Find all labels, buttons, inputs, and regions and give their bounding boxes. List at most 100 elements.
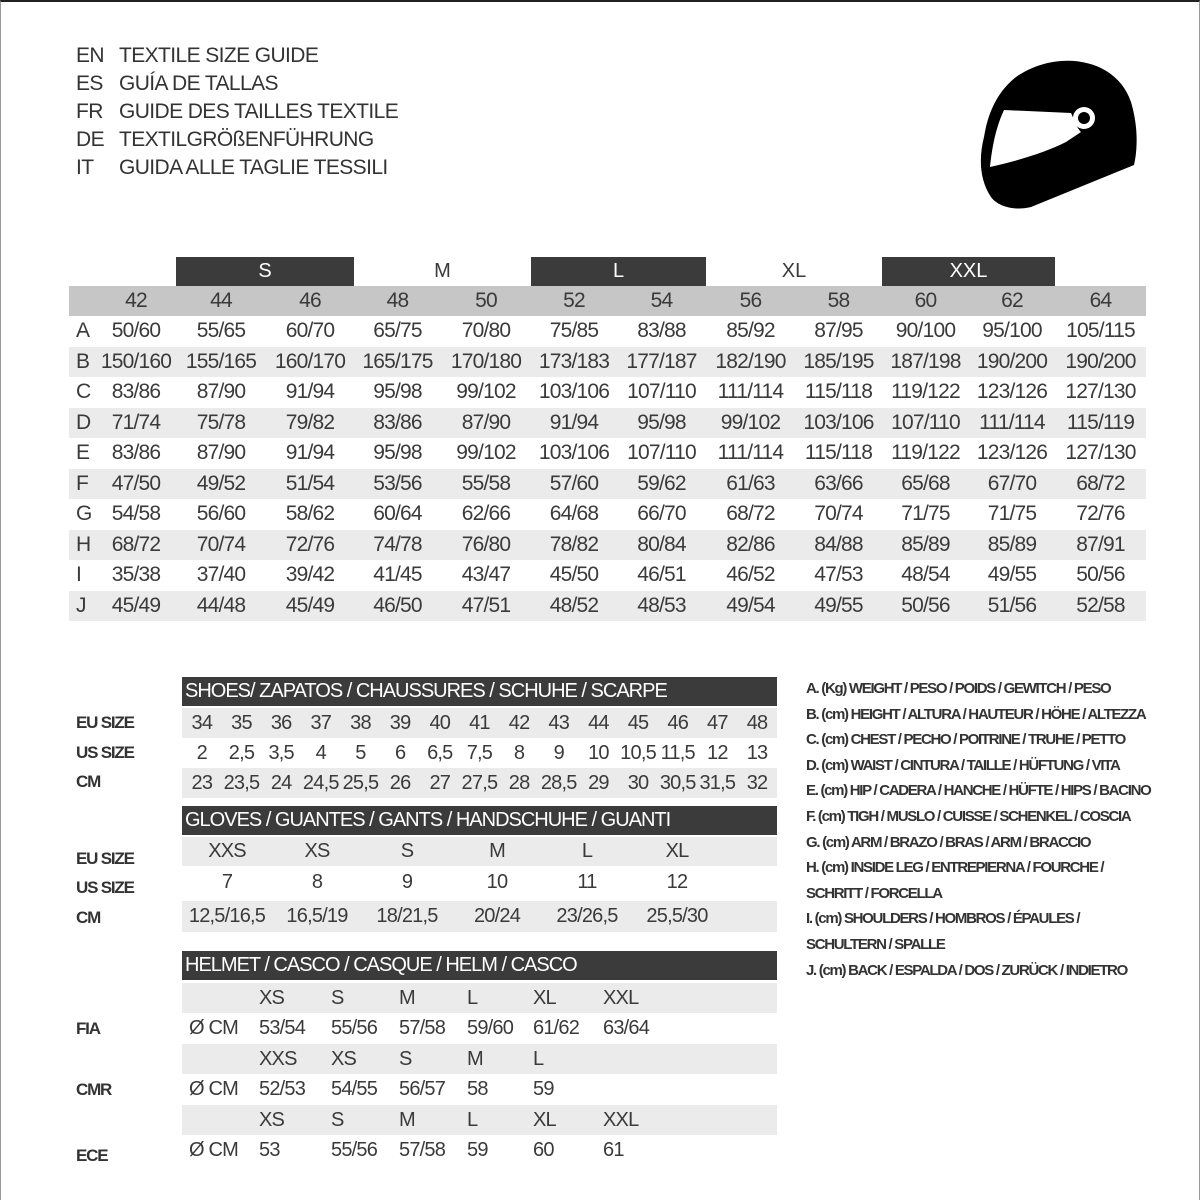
helmet-value: 59: [533, 1078, 554, 1100]
shoe-cm-value: 29: [588, 771, 609, 794]
glove-eu-value: XL: [665, 840, 690, 862]
table-row: B 150/160 155/165 160/170 165/175 170/180 173/…: [69, 346, 1146, 377]
helmet-size: M: [399, 986, 416, 1009]
helmet-cmr-sizes-row: XXS XS S M L: [182, 1044, 777, 1074]
glove-cm-value: 18/21,5: [376, 905, 438, 927]
cell-value: 170/180: [450, 349, 522, 373]
shoes-eu-label: EU SIZE: [76, 713, 135, 732]
cell-value: 182/190: [715, 349, 786, 373]
cell-value: 61/63: [726, 471, 775, 495]
cell-value: 35/38: [111, 563, 161, 587]
cell-value: 95/100: [982, 319, 1042, 343]
size-group-xl: XL: [781, 260, 807, 282]
cell-value: 50/56: [901, 593, 950, 617]
cell-value: 56/60: [196, 502, 246, 526]
shoe-cm-value: 23,5: [223, 771, 261, 794]
helmet-value: 58: [467, 1078, 488, 1100]
glove-eu-value: XS: [304, 840, 330, 862]
cell-value: 103/106: [538, 441, 610, 465]
cell-value: 53/56: [373, 471, 422, 495]
size-number: 56: [739, 289, 763, 312]
helmet-size: L: [533, 1047, 544, 1070]
helmet-size: XL: [533, 1108, 557, 1131]
cell-value: 91/94: [285, 441, 335, 465]
size-number: 44: [210, 289, 233, 312]
cell-value: 75/85: [549, 319, 599, 343]
cell-value: 87/91: [1076, 532, 1125, 556]
cell-value: 55/65: [196, 319, 246, 343]
shoes-eu-row: 34 35 36 37 38 39 40 41 42 43 44 45 46 47 48: [182, 708, 777, 738]
cell-value: 55/58: [461, 471, 511, 495]
helmet-value: 52/53: [259, 1078, 306, 1100]
shoe-cm-value: 30: [627, 771, 649, 794]
cell-value: 63/66: [814, 471, 863, 495]
spacer: [69, 286, 96, 316]
cell-value: 103/106: [538, 380, 610, 404]
cell-value: 54/58: [111, 502, 161, 526]
helmet-standard-label: FIA: [76, 1019, 101, 1038]
gloves-eu-row: XXS XS S M L XL: [182, 837, 777, 866]
cell-value: 85/92: [726, 319, 775, 343]
size-number: 42: [125, 289, 148, 312]
glove-us-value: 8: [311, 870, 323, 893]
legend-item: C. (cm) CHEST / PECHO / POITRINE / TRUHE…: [806, 731, 1126, 749]
cell-value: 48/52: [549, 593, 599, 617]
shoe-us-value: 10: [588, 741, 609, 764]
shoe-us-value: 6,5: [427, 741, 453, 764]
helmet-size: XXS: [259, 1047, 297, 1070]
helmet-icon: [980, 60, 1137, 209]
table-row: D 71/74 75/78 79/82 83/86 87/90 91/94 95/98 99/1…: [69, 407, 1146, 438]
cell-value: 41/45: [373, 563, 422, 587]
glove-us-value: 10: [486, 870, 508, 893]
helmet-value: 63/64: [603, 1017, 650, 1039]
cell-value: 46/51: [637, 563, 686, 587]
cell-value: 59/62: [637, 471, 686, 495]
helmet-value: 53: [259, 1139, 280, 1161]
cell-value: 190/200: [976, 349, 1048, 373]
cell-value: 87/95: [814, 319, 863, 343]
row-label: D: [76, 410, 91, 434]
cell-value: 71/74: [111, 410, 161, 434]
helmet-fia-values-row: Ø CM 53/54 55/56 57/58 59/60 61/62 63/64: [182, 1013, 777, 1044]
row-label: I: [76, 563, 82, 587]
shoes-cm-row: 23 23,5 24 24,5 25,5 26 27 27,5 28 28,5 29 30 30,5 31…: [182, 768, 777, 798]
cell-value: 190/200: [1065, 349, 1136, 373]
cell-value: 127/130: [1065, 380, 1136, 404]
cell-value: 48/53: [637, 593, 686, 617]
title-text: GUIDA ALLE TAGLIE TESSILI: [119, 156, 388, 179]
helmet-value: 55/56: [331, 1139, 378, 1161]
gloves-us-row: 7 8 9 10 11 12: [182, 866, 777, 898]
table-row: G 54/58 56/60 58/62 60/64 62/66 64/68 66/70 68/7…: [69, 499, 1146, 530]
cell-value: 150/160: [100, 349, 172, 373]
helmet-unit: Ø CM: [189, 1139, 239, 1161]
title-line: IT GUIDA ALLE TAGLIE TESSILI: [76, 154, 398, 182]
helmet-standard-label: CMR: [76, 1080, 112, 1099]
shoe-eu-value: 40: [429, 711, 451, 734]
cell-value: 95/98: [373, 441, 422, 465]
shoe-eu-value: 37: [310, 711, 332, 734]
shoe-cm-value: 25,5: [342, 771, 380, 794]
table-row: A 50/60 55/65 60/70 65/75 70/80 75/85 83/88 85/9…: [69, 316, 1146, 347]
cell-value: 107/110: [627, 441, 697, 465]
helmet-size: XS: [331, 1047, 357, 1070]
size-group-l: L: [531, 257, 706, 286]
row-label: G: [76, 502, 92, 526]
cell-value: 47/53: [814, 563, 863, 587]
cell-value: 71/75: [987, 502, 1037, 526]
cell-value: 91/94: [549, 410, 599, 434]
row-label: B: [76, 349, 90, 373]
helmet-ece-values-row: Ø CM 53 55/56 57/58 59 60 61: [182, 1135, 777, 1166]
size-number: 54: [650, 289, 674, 312]
cell-value: 83/86: [373, 410, 422, 434]
shoe-eu-value: 47: [707, 711, 728, 734]
shoe-us-value: 9: [553, 741, 565, 764]
cell-value: 52/58: [1076, 593, 1125, 617]
language-code: IT: [76, 156, 94, 179]
title-text: GUÍA DE TALLAS: [119, 72, 279, 95]
cell-value: 111/114: [717, 441, 784, 465]
title-text: TEXTILE SIZE GUIDE: [119, 44, 319, 67]
table-row: C 83/86 87/90 91/94 95/98 99/102 103/106 107/11…: [69, 377, 1146, 408]
cell-value: 71/75: [901, 502, 950, 526]
cell-value: 47/51: [461, 593, 511, 617]
